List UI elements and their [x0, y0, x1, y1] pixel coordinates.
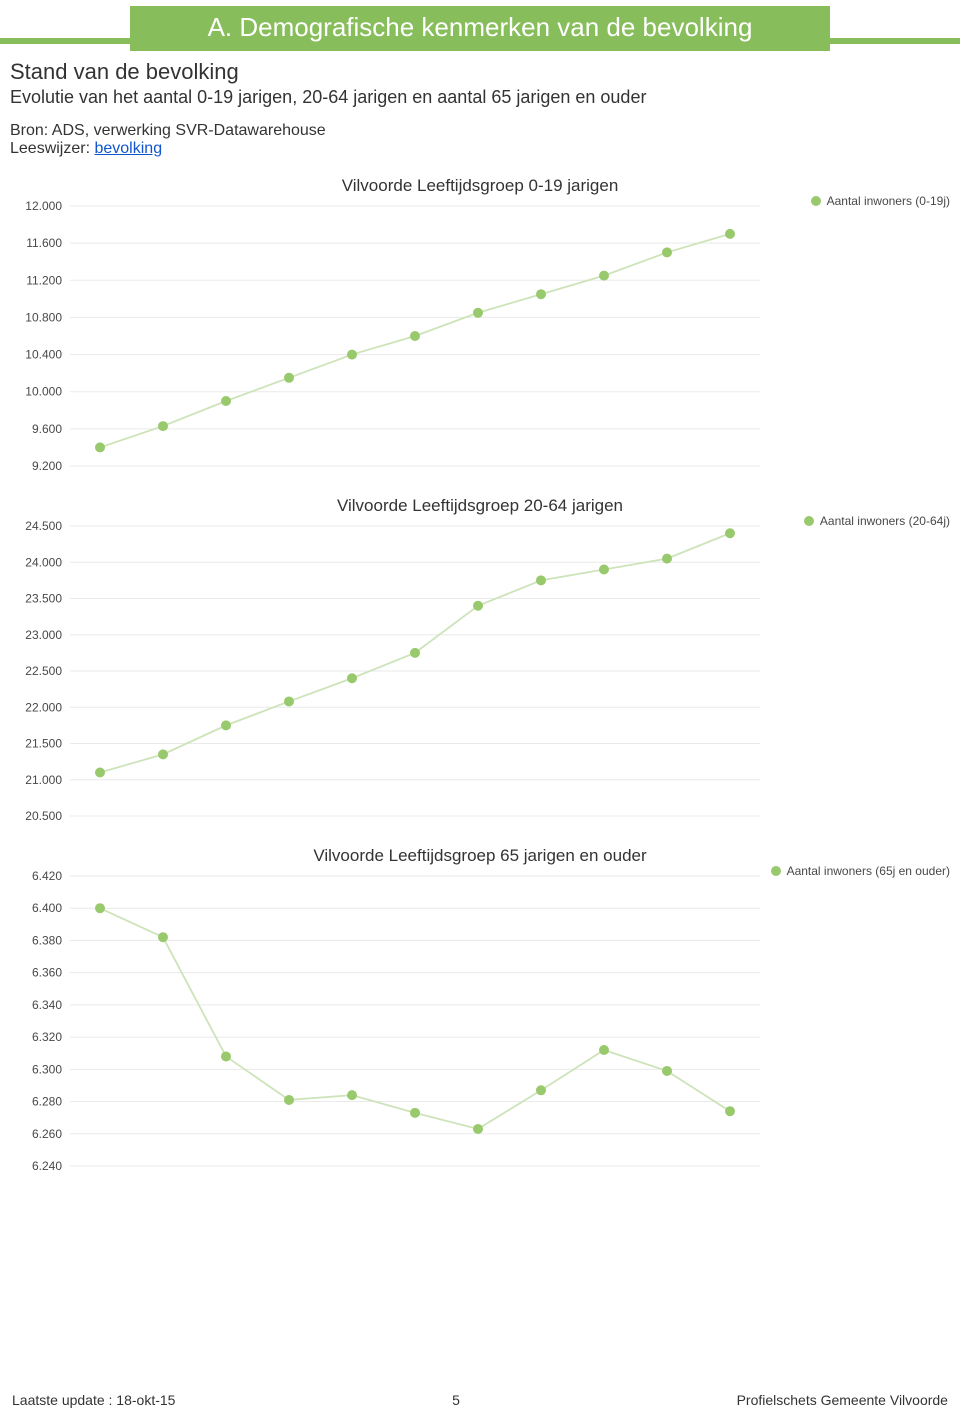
- svg-text:10.800: 10.800: [25, 310, 62, 324]
- svg-text:6.280: 6.280: [32, 1095, 62, 1109]
- svg-text:9.600: 9.600: [32, 422, 62, 436]
- guide-label: Leeswijzer:: [10, 140, 94, 157]
- svg-text:6.360: 6.360: [32, 966, 62, 980]
- chart-title-3: Vilvoorde Leeftijdsgroep 65 jarigen en o…: [10, 846, 950, 866]
- page-footer: Laatste update : 18-okt-15 5 Profielsche…: [0, 1392, 960, 1408]
- svg-text:6.240: 6.240: [32, 1159, 62, 1173]
- page: A. Demografische kenmerken van de bevolk…: [0, 6, 960, 1420]
- legend-dot-icon: [811, 196, 821, 206]
- svg-text:6.300: 6.300: [32, 1062, 62, 1076]
- legend-text-3: Aantal inwoners (65j en ouder): [787, 864, 950, 878]
- guide-link[interactable]: bevolking: [94, 140, 162, 157]
- guide-line: Leeswijzer: bevolking: [10, 140, 960, 158]
- chart-block-65plus: Vilvoorde Leeftijdsgroep 65 jarigen en o…: [10, 846, 950, 1178]
- svg-text:10.400: 10.400: [25, 348, 62, 362]
- svg-text:23.500: 23.500: [25, 592, 62, 606]
- svg-text:12.000: 12.000: [25, 199, 62, 213]
- svg-text:11.600: 11.600: [26, 236, 62, 250]
- svg-text:24.000: 24.000: [25, 555, 62, 569]
- svg-text:21.000: 21.000: [25, 773, 62, 787]
- svg-text:20.500: 20.500: [25, 809, 62, 823]
- banner-wrap: A. Demografische kenmerken van de bevolk…: [0, 6, 960, 51]
- footer-left: Laatste update : 18-okt-15: [12, 1392, 175, 1408]
- svg-text:24.500: 24.500: [25, 519, 62, 533]
- svg-text:6.340: 6.340: [32, 998, 62, 1012]
- footer-right: Profielschets Gemeente Vilvoorde: [737, 1392, 948, 1408]
- svg-text:6.400: 6.400: [32, 901, 62, 915]
- svg-text:11.200: 11.200: [26, 273, 62, 287]
- legend-dot-icon: [804, 516, 814, 526]
- svg-text:21.500: 21.500: [25, 737, 62, 751]
- section-subtitle: Evolutie van het aantal 0-19 jarigen, 20…: [10, 87, 960, 108]
- section-title: Stand van de bevolking: [10, 59, 960, 85]
- chart-svg-2: 20.500 21.000 21.500 22.000 22.500 23.000 23.5…: [10, 518, 950, 828]
- svg-text:23.000: 23.000: [25, 628, 62, 642]
- svg-text:22.500: 22.500: [25, 664, 62, 678]
- chart-block-0-19: Vilvoorde Leeftijdsgroep 0-19 jarigen Aa…: [10, 176, 950, 478]
- chart-legend-3: Aantal inwoners (65j en ouder): [771, 864, 950, 878]
- legend-dot-icon: [771, 866, 781, 876]
- chart-legend-2: Aantal inwoners (20-64j): [804, 514, 950, 528]
- chart-title-1: Vilvoorde Leeftijdsgroep 0-19 jarigen: [10, 176, 950, 196]
- svg-text:9.200: 9.200: [32, 459, 62, 473]
- svg-text:10.000: 10.000: [25, 385, 62, 399]
- chart-block-20-64: Vilvoorde Leeftijdsgroep 20-64 jarigen A…: [10, 496, 950, 828]
- svg-text:6.420: 6.420: [32, 869, 62, 883]
- legend-text-2: Aantal inwoners (20-64j): [820, 514, 950, 528]
- chart-svg-3: 6.240 6.260 6.280 6.300 6.320 6.340 6.360 6.380…: [10, 868, 950, 1178]
- chart-title-2: Vilvoorde Leeftijdsgroep 20-64 jarigen: [10, 496, 950, 516]
- section-banner: A. Demografische kenmerken van de bevolk…: [130, 6, 830, 51]
- svg-text:6.260: 6.260: [32, 1127, 62, 1141]
- source-line: Bron: ADS, verwerking SVR-Datawarehouse: [10, 122, 960, 140]
- footer-page-number: 5: [452, 1392, 460, 1408]
- svg-text:6.320: 6.320: [32, 1030, 62, 1044]
- svg-text:22.000: 22.000: [25, 700, 62, 714]
- chart-legend-1: Aantal inwoners (0-19j): [811, 194, 950, 208]
- chart-svg-1: 9.200 9.600 10.000 10.400 10.800 11.200 11.600…: [10, 198, 950, 478]
- svg-text:6.380: 6.380: [32, 933, 62, 947]
- legend-text-1: Aantal inwoners (0-19j): [827, 194, 950, 208]
